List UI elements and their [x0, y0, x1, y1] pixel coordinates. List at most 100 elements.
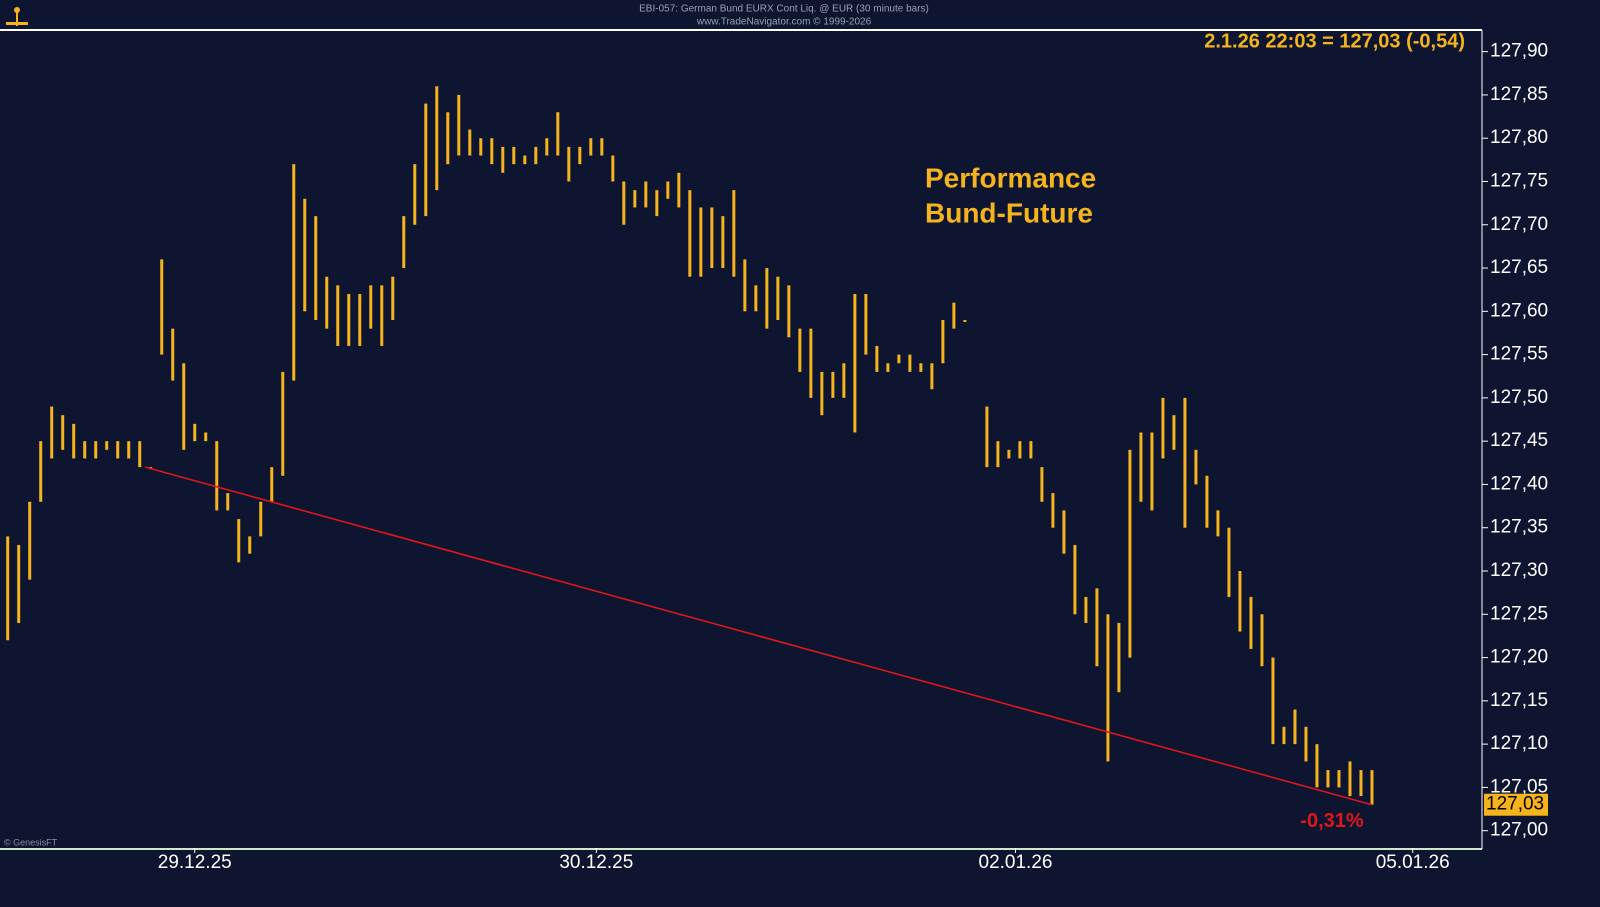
price-bar: [160, 259, 164, 355]
price-bar: [919, 363, 923, 372]
trendline-label: -0,31%: [1300, 810, 1364, 832]
price-bar: [875, 345, 879, 372]
price-bar: [72, 423, 76, 459]
price-bar: [820, 371, 824, 416]
price-bar: [743, 259, 747, 312]
price-bar: [1249, 596, 1253, 649]
y-tick-label: 127,10: [1490, 733, 1548, 754]
price-bar: [369, 285, 373, 329]
price-bar: [1062, 510, 1066, 554]
price-bar: [1051, 493, 1055, 528]
price-bar: [523, 155, 527, 165]
footer: © GenesisFT: [4, 837, 58, 847]
price-bar: [655, 190, 659, 217]
price-bar: [1260, 614, 1264, 667]
price-bar: [534, 146, 538, 165]
price-bar: [545, 138, 549, 156]
price-bar: [1315, 744, 1319, 788]
price-bar: [446, 112, 450, 165]
price-bar: [930, 363, 934, 390]
logo: [6, 7, 28, 26]
price-bar: [1183, 397, 1187, 528]
price-bar: [1348, 761, 1352, 797]
x-tick-label: 02.01.26: [979, 852, 1053, 873]
price-bar: [809, 328, 813, 398]
price-bar: [699, 207, 703, 277]
price-bar: [732, 190, 736, 277]
price-bar: [424, 103, 428, 217]
x-tick-label: 30.12.25: [559, 852, 633, 873]
price-bar: [589, 138, 593, 156]
price-bar: [864, 294, 868, 355]
price-bar: [1172, 415, 1176, 450]
price-bar: [897, 354, 901, 364]
price-bar: [402, 216, 406, 269]
price-bar: [1161, 397, 1165, 459]
price-bar: [853, 294, 857, 433]
price-bar: [215, 441, 219, 511]
price-bar: [1326, 770, 1330, 788]
price-bar: [512, 146, 516, 165]
price-bar: [1018, 441, 1022, 459]
price-bar: [633, 190, 637, 208]
price-bar: [1194, 449, 1198, 485]
y-tick-label: 127,65: [1490, 257, 1548, 278]
price-bar: [567, 146, 571, 182]
price-bar: [391, 276, 395, 320]
price-bar: [281, 371, 285, 476]
y-tick-label: 127,35: [1490, 517, 1548, 538]
price-bar: [996, 441, 1000, 468]
y-tick-label: 127,85: [1490, 84, 1548, 105]
y-tick-label: 127,20: [1490, 647, 1548, 668]
y-tick-label: 127,15: [1490, 690, 1548, 711]
price-bar: [347, 294, 351, 346]
price-bar: [50, 406, 54, 459]
price-bar: [237, 519, 241, 563]
price-bar: [1227, 527, 1231, 597]
price-bar: [1205, 475, 1209, 528]
price-bar: [1095, 588, 1099, 667]
price-bar: [314, 216, 318, 320]
price-bar: [1007, 449, 1011, 459]
price-bar: [688, 190, 692, 277]
price-bar: [842, 363, 846, 398]
price-bar: [468, 129, 472, 156]
price-bar: [259, 501, 263, 537]
price-bar: [6, 536, 10, 641]
price-bar: [457, 94, 461, 156]
price-bar: [1139, 432, 1143, 502]
price-bar: [798, 328, 802, 372]
price-bar: [479, 138, 483, 156]
price-bar: [1304, 726, 1308, 762]
price-bar: [776, 276, 780, 320]
price-bar: [677, 172, 681, 208]
y-tick-label: 127,90: [1490, 41, 1548, 62]
price-bar: [182, 363, 186, 450]
price-bar: [1238, 571, 1242, 632]
price-bar: [193, 423, 197, 442]
price-bar: [435, 86, 439, 191]
price-bar: [270, 467, 274, 502]
price-bar: [1117, 622, 1121, 693]
price-bar: [666, 181, 670, 199]
price-bar: [1271, 657, 1275, 745]
price-bar: [83, 441, 87, 459]
price-bar: [204, 432, 208, 442]
price-bar: [303, 198, 307, 312]
y-tick-label: 127,00: [1490, 820, 1548, 841]
price-bar: [556, 112, 560, 156]
price-bar: [501, 146, 505, 173]
price-bar: [721, 216, 725, 269]
price-bar: [1293, 709, 1297, 745]
y-tick-label: 127,80: [1490, 127, 1548, 148]
price-bar: [1216, 510, 1220, 537]
price-bar: [226, 493, 230, 511]
price-bar: [941, 319, 945, 364]
price-bar: [490, 138, 494, 165]
x-tick-label: 05.01.26: [1376, 852, 1450, 873]
y-tick-label: 127,75: [1490, 170, 1548, 191]
price-bar: [336, 285, 340, 346]
y-tick-label: 127,60: [1490, 300, 1548, 321]
y-tick-label: 127,55: [1490, 344, 1548, 365]
